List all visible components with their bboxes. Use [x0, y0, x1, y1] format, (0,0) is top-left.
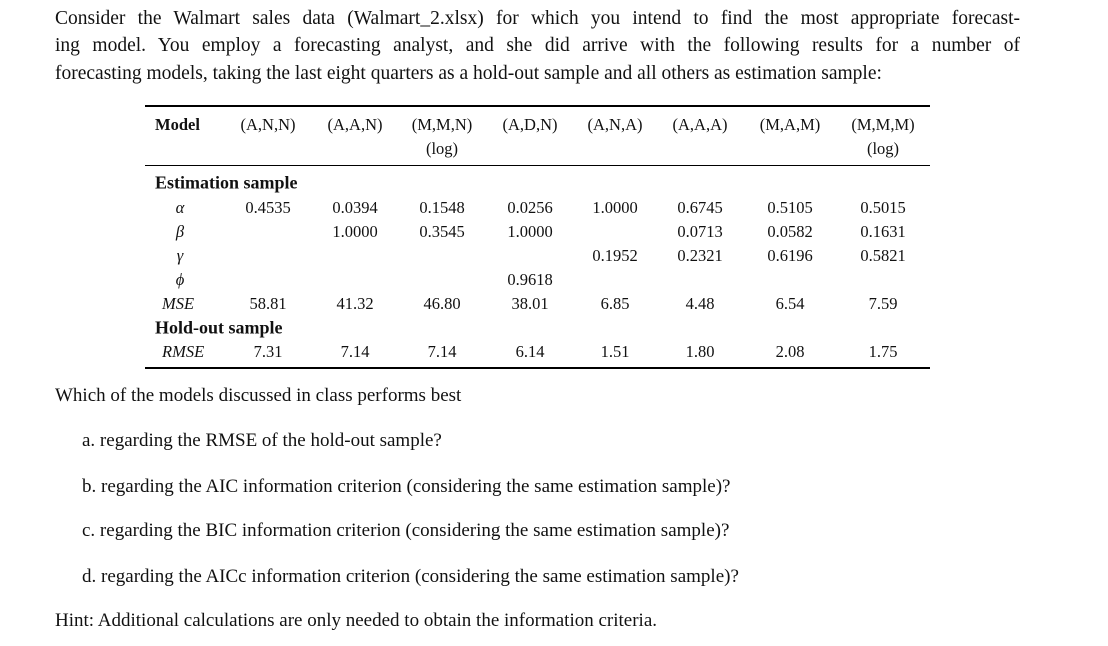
column-header: (A,A,A) [672, 115, 728, 134]
table-cell: 4.48 [685, 293, 715, 313]
question-item: c. regarding the BIC information criteri… [82, 520, 730, 541]
table-cell: 6.14 [515, 342, 545, 361]
table-cell: 1.80 [685, 342, 715, 361]
row-label: ϕ [175, 269, 185, 289]
table-cell: 0.4535 [245, 197, 291, 217]
table-cell: 1.51 [600, 342, 630, 361]
row-label: MSE [162, 293, 195, 313]
table-cell: 7.14 [340, 342, 370, 361]
table-cell: 0.5105 [767, 197, 813, 217]
table-cell: 0.0582 [767, 221, 813, 241]
intro-line: ing model. You employ a forecasting anal… [55, 35, 1020, 56]
column-subheader: (log) [866, 139, 900, 158]
column-header: (A,N,A) [587, 115, 643, 134]
table-cell: 7.31 [253, 342, 283, 361]
intro-line: forecasting models, taking the last eigh… [55, 63, 882, 84]
row-label: α [175, 197, 185, 217]
table-bottom-rule [145, 367, 930, 369]
row-label: β [175, 221, 185, 241]
question-item: a. regarding the RMSE of the hold-out sa… [82, 430, 442, 451]
table-cell: 1.0000 [332, 221, 378, 241]
table-cell: 7.59 [868, 293, 898, 313]
row-label: γ [176, 245, 184, 265]
table-cell: 41.32 [336, 293, 374, 313]
table-cell: 38.01 [511, 293, 549, 313]
table-cell: 0.1548 [419, 197, 465, 217]
question: Which of the models discussed in class p… [55, 385, 462, 406]
table-cell: 0.6745 [677, 197, 723, 217]
table-top-rule [145, 105, 930, 107]
table-cell: 0.5821 [860, 245, 906, 265]
table-cell: 1.0000 [592, 197, 638, 217]
column-header: (A,D,N) [502, 115, 558, 134]
table-cell: 1.75 [868, 342, 898, 361]
intro-line: Consider the Walmart sales data (Walmart… [55, 8, 1020, 29]
column-header: (M,A,M) [759, 115, 821, 134]
table-cell: 1.0000 [507, 221, 553, 241]
table-cell: 6.85 [600, 293, 630, 313]
table-header: Model [155, 115, 200, 134]
table-cell: 0.5015 [860, 197, 906, 217]
table-cell: 0.2321 [677, 245, 723, 265]
table-cell: 46.80 [423, 293, 461, 313]
section-title: Estimation sample [155, 172, 298, 193]
table-cell: 7.14 [427, 342, 457, 361]
table-cell: 6.54 [775, 293, 805, 313]
section-title: Hold-out sample [155, 317, 283, 337]
table-cell: 0.0256 [507, 197, 553, 217]
table-cell: 58.81 [249, 293, 287, 313]
table-cell: 0.9618 [507, 269, 553, 289]
column-header: (A,A,N) [327, 115, 383, 134]
table-cell: 0.1631 [860, 221, 906, 241]
table-cell: 0.0394 [332, 197, 378, 217]
question-item: b. regarding the AIC information criteri… [82, 476, 731, 497]
hint: Hint: Additional calculations are only n… [55, 610, 658, 631]
column-subheader: (log) [425, 139, 459, 158]
row-label: RMSE [162, 342, 205, 361]
table-cell: 0.3545 [419, 221, 465, 241]
table-mid-rule [145, 165, 930, 166]
table-cell: 0.1952 [592, 245, 638, 265]
question-item: d. regarding the AICc information criter… [82, 566, 739, 587]
column-header: (M,M,M) [851, 115, 915, 134]
table-cell: 0.0713 [677, 221, 723, 241]
column-header: (A,N,N) [240, 115, 296, 134]
table-cell: 0.6196 [767, 245, 813, 265]
column-header: (M,M,N) [411, 115, 473, 134]
table-cell: 2.08 [775, 342, 805, 361]
